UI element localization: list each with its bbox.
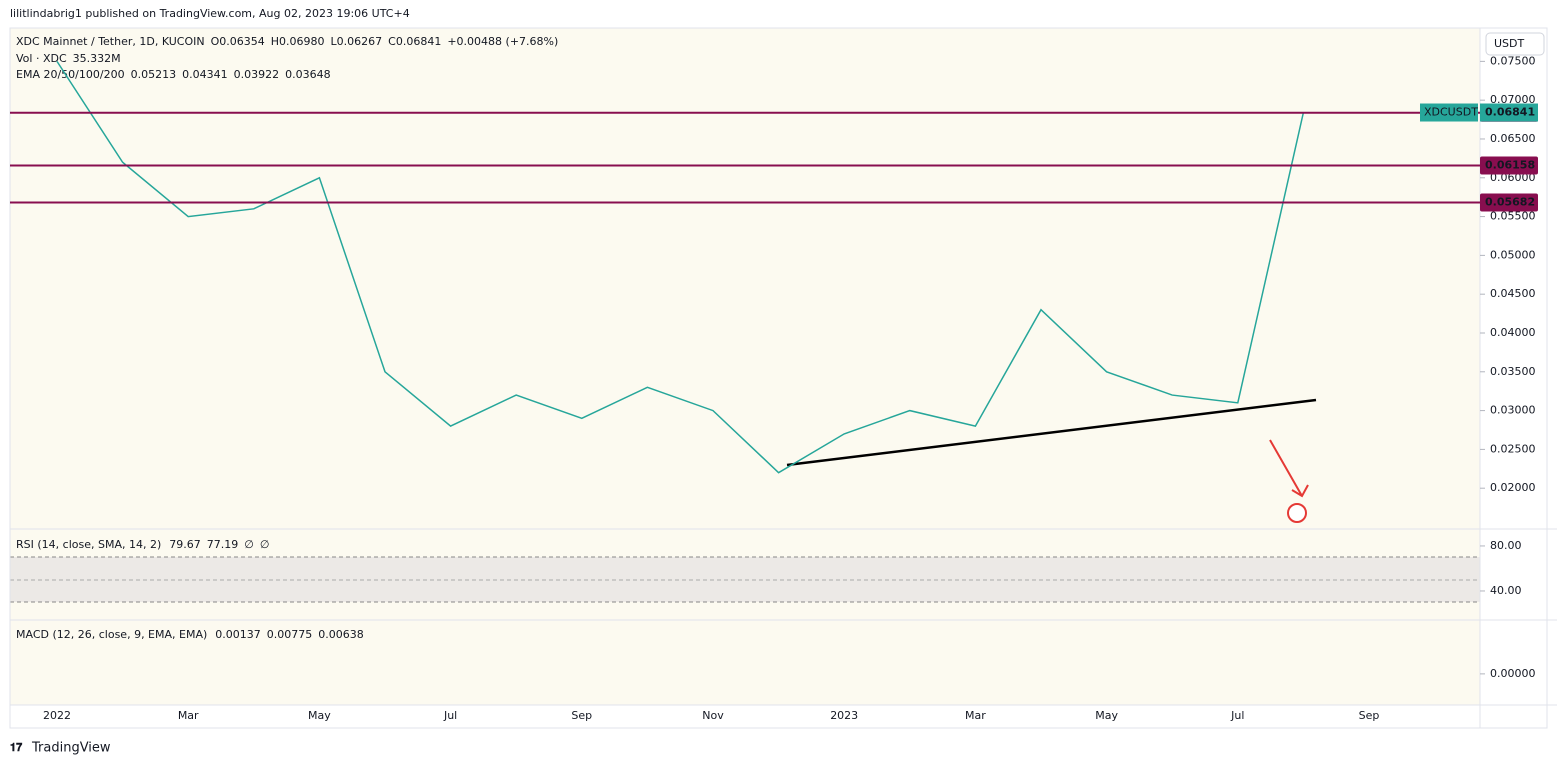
x-tick-label: Nov (702, 709, 724, 722)
legend-ema-label: EMA 20/50/100/200 (16, 68, 125, 81)
legend-ema-value: 0.04341 (182, 68, 228, 81)
y-tick-label: 0.07500 (1490, 54, 1536, 67)
trend-line (786, 398, 1317, 467)
event-icon[interactable] (1287, 503, 1307, 523)
y-tick-label: 40.00 (1490, 584, 1522, 597)
x-tick-label: Mar (965, 709, 986, 722)
symbol-label-box (1420, 103, 1478, 122)
legend-ohlc: L0.06267 (331, 35, 383, 48)
y-tick-label: 80.00 (1490, 539, 1522, 552)
legend-symbol: XDC Mainnet / Tether, 1D, KUCOIN (16, 35, 205, 48)
x-tick-label: Jul (443, 709, 457, 722)
arrow-drawing (1269, 439, 1309, 498)
publish-header: lilitlindabrig1 published on TradingView… (10, 7, 410, 20)
y-tick-label: 0.05000 (1490, 248, 1536, 261)
y-tick-label: 0.04500 (1490, 287, 1536, 300)
rsi-value: ∅ (260, 538, 270, 551)
x-tick-label: 2022 (43, 709, 71, 722)
footer-brand: TradingView (31, 741, 111, 756)
x-tick-label: Sep (571, 709, 592, 722)
y-tick-label: 0.05500 (1490, 210, 1536, 223)
x-tick-label: Mar (178, 709, 199, 722)
legend-change: +0.00488 (+7.68%) (447, 35, 558, 48)
x-tick-label: May (308, 709, 331, 722)
x-tick-label: Jul (1230, 709, 1244, 722)
last-price-label: 0.06841 (1485, 106, 1535, 119)
level-label: 0.05682 (1485, 195, 1535, 208)
rsi-value: 77.19 (207, 538, 239, 551)
currency-button[interactable] (1485, 32, 1545, 56)
legend-ohlc: O0.06354 (211, 35, 265, 48)
level-label-box (1480, 193, 1538, 212)
legend-ema-value: 0.03922 (234, 68, 280, 81)
plot-background (10, 28, 1480, 705)
level-label: 0.06158 (1485, 159, 1535, 172)
macd-value: 0.00775 (267, 628, 313, 641)
y-tick-label: 0.03000 (1490, 404, 1536, 417)
legend-ema-value: 0.05213 (131, 68, 177, 81)
frame (9, 27, 1548, 729)
y-tick-label: 0.02000 (1490, 481, 1536, 494)
price-line (56, 60, 1305, 474)
footer-logo: 𝟏𝟕 (10, 741, 23, 754)
y-tick-label: 0.06500 (1490, 132, 1536, 145)
legend-volume: 35.332M (73, 52, 121, 65)
y-tick-label: 0.02500 (1490, 442, 1536, 455)
x-tick-label: May (1095, 709, 1118, 722)
y-tick-label: 0.03500 (1490, 365, 1536, 378)
legend-ema-value: 0.03648 (285, 68, 331, 81)
level-label-box (1480, 156, 1538, 175)
rsi-value: 79.67 (169, 538, 201, 551)
legend-volume-label: Vol · XDC (16, 52, 67, 65)
symbol-label: XDCUSDT (1424, 106, 1478, 119)
x-tick-label: Sep (1359, 709, 1380, 722)
macd-value: 0.00137 (215, 628, 261, 641)
macd-value: 0.00638 (318, 628, 364, 641)
x-tick-label: 2023 (830, 709, 858, 722)
legend-ohlc: C0.06841 (388, 35, 441, 48)
macd-title: MACD (12, 26, close, 9, EMA, EMA) (16, 628, 207, 641)
y-tick-label: 0.07000 (1490, 93, 1536, 106)
legend-ohlc: H0.06980 (271, 35, 325, 48)
rsi-value: ∅ (244, 538, 254, 551)
rsi-title: RSI (14, close, SMA, 14, 2) (16, 538, 161, 551)
currency[interactable]: USDT (1494, 37, 1525, 50)
y-tick-label: 0.00000 (1490, 667, 1536, 680)
y-tick-label: 0.04000 (1490, 326, 1536, 339)
last-price-box (1480, 103, 1538, 122)
